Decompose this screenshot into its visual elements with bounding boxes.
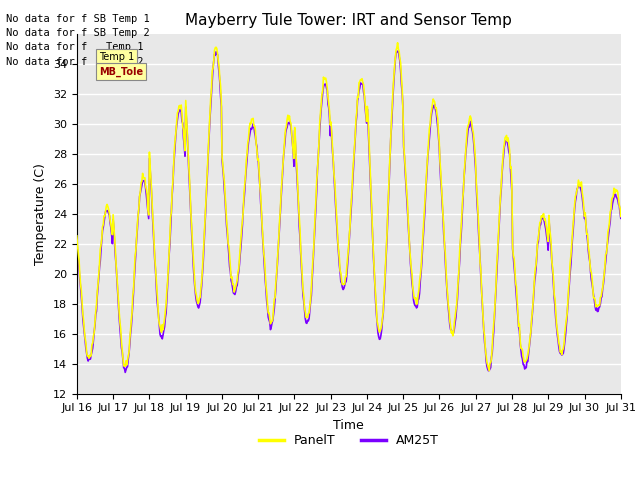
Text: No data for f SB Temp 1: No data for f SB Temp 1 [6, 13, 150, 24]
Text: Temp 1: Temp 1 [99, 52, 134, 62]
Text: No data for f   Temp 2: No data for f Temp 2 [6, 57, 144, 67]
Title: Mayberry Tule Tower: IRT and Sensor Temp: Mayberry Tule Tower: IRT and Sensor Temp [186, 13, 512, 28]
X-axis label: Time: Time [333, 419, 364, 432]
Y-axis label: Temperature (C): Temperature (C) [35, 163, 47, 264]
Text: No data for f   Temp 1: No data for f Temp 1 [6, 42, 144, 52]
Text: No data for f SB Temp 2: No data for f SB Temp 2 [6, 28, 150, 38]
Text: MB_Tole: MB_Tole [99, 66, 143, 77]
Legend: PanelT, AM25T: PanelT, AM25T [254, 429, 444, 452]
